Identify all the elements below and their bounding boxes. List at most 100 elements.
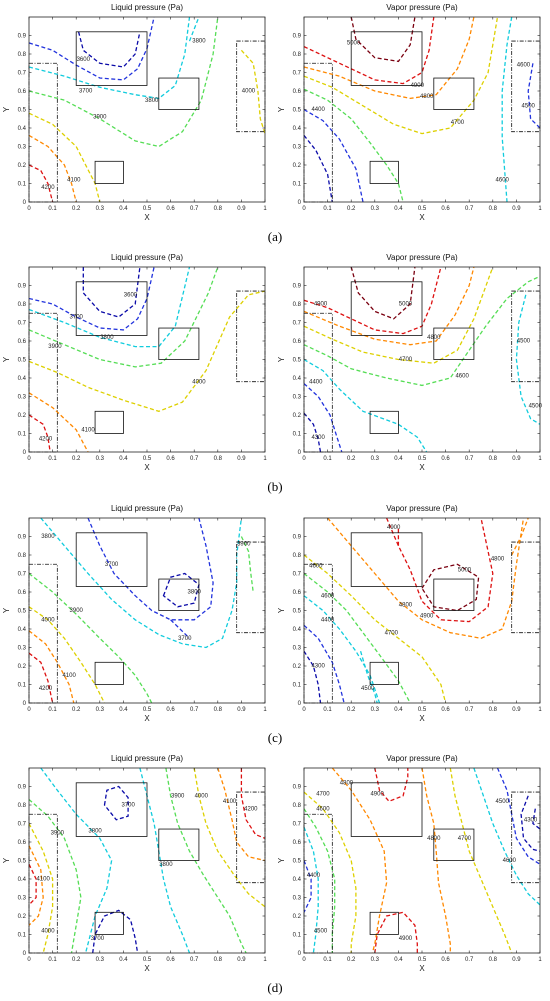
contour-label: 4500 xyxy=(522,103,536,109)
chart-title: Liquid pressure (Pa) xyxy=(111,3,183,12)
contour-group xyxy=(29,17,265,202)
contour-line-4000 xyxy=(29,605,106,703)
x-tick-label: 0.8 xyxy=(489,957,498,963)
y-tick-label: 0.9 xyxy=(18,784,27,790)
contour-line-3700 xyxy=(170,618,190,639)
chart-title: Liquid pressure (Pa) xyxy=(111,754,183,763)
contour-line-3600 xyxy=(82,267,141,318)
y-tick-label: 0.4 xyxy=(18,126,27,132)
contour-label: 4400 xyxy=(311,107,325,113)
contour-line-5000 xyxy=(350,17,416,63)
contour-line-4900 xyxy=(374,767,409,802)
x-tick-label: 0 xyxy=(27,707,31,713)
contour-label: 4600 xyxy=(309,563,323,569)
contour-line-4600 xyxy=(304,275,540,387)
y-tick-label: 0.5 xyxy=(293,608,302,614)
contour-line-3700 xyxy=(103,785,129,821)
x-tick-label: 1 xyxy=(263,206,267,212)
contour-line-4400 xyxy=(304,134,333,202)
y-tick-label: 0.6 xyxy=(18,89,27,95)
y-tick-label: 0 xyxy=(298,701,302,707)
x-tick-label: 0 xyxy=(302,206,306,212)
y-tick-label: 0.1 xyxy=(18,432,27,438)
contour-line-4200 xyxy=(240,767,265,839)
contour-line-4800 xyxy=(304,267,475,346)
x-tick-label: 0.3 xyxy=(371,456,380,462)
x-tick-label: 0.3 xyxy=(371,707,380,713)
y-tick-label: 0.6 xyxy=(18,840,27,846)
x-tick-label: 1 xyxy=(263,707,267,713)
solid-region xyxy=(350,31,423,86)
contour-line-3900 xyxy=(165,767,247,953)
x-tick-label: 0.9 xyxy=(512,957,521,963)
y-axis-label: Y xyxy=(2,356,11,362)
contour-plot: Liquid pressure (Pa) 3700 3700 3800 3800 3900… xyxy=(2,754,267,973)
x-tick-label: 0.1 xyxy=(48,206,57,212)
contour-plot: Vapor pressure (Pa) 4900 4900 4800 4800 4700 4… xyxy=(277,754,542,973)
y-tick-label: 0 xyxy=(298,450,302,456)
y-tick-label: 0.7 xyxy=(293,821,302,827)
x-tick-label: 0.4 xyxy=(119,206,128,212)
contour-line-4800 xyxy=(304,17,475,100)
x-tick-label: 0.6 xyxy=(166,456,175,462)
y-tick-label: 0.3 xyxy=(18,895,27,901)
x-tick-label: 0.2 xyxy=(72,707,81,713)
chart-title: Vapor pressure (Pa) xyxy=(386,253,458,262)
contour-line-4600 xyxy=(473,767,540,906)
contour-line-4900 xyxy=(386,517,494,622)
x-tick-label: 0.9 xyxy=(237,707,246,713)
contour-line-4800 xyxy=(331,767,388,953)
contour-line-4500 xyxy=(527,63,540,129)
solid-region xyxy=(350,531,423,587)
contour-label: 3800 xyxy=(159,862,173,868)
contour-plot: Vapor pressure (Pa) 5000 4900 4800 4700 4600 4… xyxy=(277,253,543,472)
x-tick-label: 0.7 xyxy=(465,957,474,963)
x-tick-label: 0.6 xyxy=(441,206,450,212)
x-tick-label: 0 xyxy=(27,456,31,462)
x-tick-label: 0.3 xyxy=(96,456,105,462)
y-tick-label: 0.8 xyxy=(293,553,302,559)
x-axis-label: X xyxy=(419,714,425,723)
x-tick-label: 0.4 xyxy=(119,456,128,462)
x-tick-label: 0.7 xyxy=(190,456,199,462)
contour-label: 4400 xyxy=(309,380,323,386)
contour-label: 4100 xyxy=(62,672,76,678)
contour-label: 4000 xyxy=(41,617,55,623)
x-tick-label: 0.5 xyxy=(418,206,427,212)
x-tick-label: 0.1 xyxy=(323,206,332,212)
contour-line-4000 xyxy=(240,49,265,134)
chart-title: Vapor pressure (Pa) xyxy=(386,754,458,763)
x-tick-label: 0.3 xyxy=(371,206,380,212)
x-tick-label: 0.8 xyxy=(489,456,498,462)
y-tick-label: 0.2 xyxy=(18,413,27,419)
y-tick-label: 0.4 xyxy=(18,877,27,883)
x-tick-label: 0.7 xyxy=(465,707,474,713)
x-tick-label: 0.4 xyxy=(394,707,403,713)
y-tick-label: 0 xyxy=(23,701,27,707)
x-tick-label: 0 xyxy=(302,707,306,713)
subfigure-label: (d) xyxy=(267,979,283,995)
solid-region xyxy=(369,661,399,685)
y-tick-label: 0.1 xyxy=(18,932,27,938)
x-tick-label: 0.4 xyxy=(394,957,403,963)
solid-region xyxy=(433,77,475,110)
x-tick-label: 0.7 xyxy=(190,957,199,963)
x-tick-label: 0.6 xyxy=(441,456,450,462)
solid-region xyxy=(94,160,124,184)
y-tick-label: 0.1 xyxy=(18,182,27,188)
contour-label: 4200 xyxy=(41,185,55,191)
solid-region xyxy=(369,411,399,435)
contour-label: 3800 xyxy=(100,335,114,341)
contour-label: 4800 xyxy=(340,780,354,786)
contour-label: 4900 xyxy=(370,791,384,797)
y-tick-label: 0.4 xyxy=(293,877,302,883)
contour-line-3800 xyxy=(40,767,113,953)
y-tick-label: 0.6 xyxy=(293,840,302,846)
contour-line-4700 xyxy=(304,553,447,703)
x-tick-label: 0.9 xyxy=(512,707,521,713)
contour-plot: Liquid pressure (Pa) 3600 3700 3800 3800 3900… xyxy=(2,3,267,222)
solid-region xyxy=(433,327,475,361)
x-tick-label: 0.1 xyxy=(323,456,332,462)
x-tick-label: 0.6 xyxy=(166,957,175,963)
